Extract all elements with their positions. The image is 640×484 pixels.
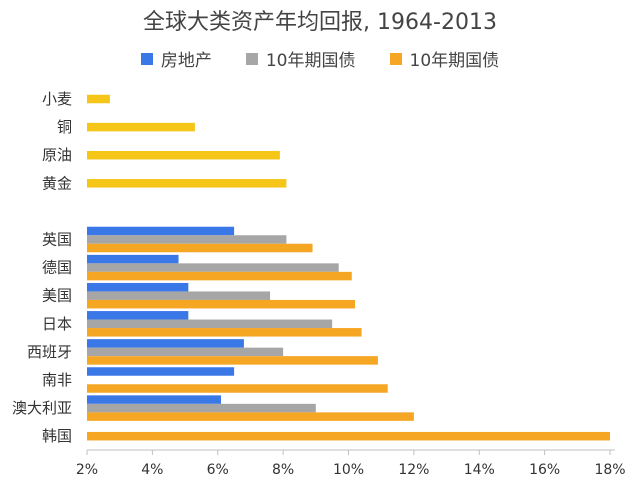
bar-bond-orange — [87, 299, 356, 309]
legend-swatch-real-estate — [140, 52, 153, 65]
category-label: 原油 — [42, 146, 72, 164]
x-tick-label: 8% — [272, 462, 294, 478]
x-tick-label: 10% — [333, 462, 364, 478]
bar-bond-orange — [87, 243, 313, 253]
bar-bond-orange — [87, 412, 414, 421]
category-label: 英国 — [42, 231, 72, 249]
legend-label-bond-orange: 10年期国债 — [409, 51, 500, 71]
legend-item-bond-gray: 10年期国债 — [245, 46, 356, 71]
category-label: 铜 — [57, 118, 72, 136]
bar-commodity — [87, 94, 110, 104]
category-label: 西班牙 — [27, 343, 72, 361]
category-label: 美国 — [42, 287, 72, 305]
bar-real-estate — [87, 254, 179, 264]
category-label: 韩国 — [42, 427, 72, 445]
bar-real-estate — [87, 339, 244, 348]
category-label: 澳大利亚 — [12, 399, 72, 417]
bar-bond-orange — [87, 431, 610, 441]
x-tick-label: 6% — [207, 462, 229, 478]
bar-bond-gray — [87, 263, 339, 272]
bar-bond-orange — [87, 384, 388, 393]
bar-bond-orange — [87, 356, 378, 365]
legend-label-real-estate: 房地产 — [160, 51, 212, 71]
legend-label-bond-gray: 10年期国债 — [265, 51, 356, 71]
bar-commodity — [87, 150, 280, 160]
legend: 房地产 10年期国债 10年期国债 — [0, 46, 640, 71]
chart-title: 全球大类资产年均回报, 1964-2013 — [143, 10, 497, 35]
category-label: 南非 — [42, 371, 72, 389]
x-tick-label: 4% — [141, 462, 163, 478]
bar-commodity — [87, 179, 287, 188]
category-label: 小麦 — [42, 90, 72, 108]
bar-real-estate — [87, 395, 222, 404]
category-label: 黄金 — [42, 174, 72, 192]
x-tick-label: 16% — [529, 462, 560, 478]
bar-bond-gray — [87, 403, 316, 413]
bar-bond-gray — [87, 235, 287, 244]
bar-bond-gray — [87, 291, 271, 300]
bar-bond-orange — [87, 328, 362, 337]
x-axis: 2% 4% 6% 8% 10% 12% 14% 16% 18% — [76, 449, 626, 478]
bar-real-estate — [87, 226, 235, 236]
x-tick-label: 12% — [398, 462, 429, 478]
x-tick-label: 18% — [594, 462, 625, 478]
bars-layer — [87, 94, 610, 441]
legend-swatch-bond-gray — [245, 52, 258, 65]
x-tick-label: 2% — [76, 462, 98, 478]
bar-real-estate — [87, 311, 189, 320]
legend-item-bond-orange: 10年期国债 — [389, 46, 500, 71]
category-label: 日本 — [42, 315, 72, 333]
bar-bond-gray — [87, 347, 284, 357]
category-label: 德国 — [42, 259, 72, 277]
legend-item-real-estate: 房地产 — [140, 46, 212, 71]
bar-commodity — [87, 122, 195, 132]
bar-real-estate — [87, 282, 189, 292]
bar-bond-gray — [87, 319, 333, 329]
bar-bond-orange — [87, 271, 352, 281]
x-tick-label: 14% — [464, 462, 495, 478]
bar-real-estate — [87, 367, 235, 376]
legend-swatch-bond-orange — [389, 52, 402, 65]
